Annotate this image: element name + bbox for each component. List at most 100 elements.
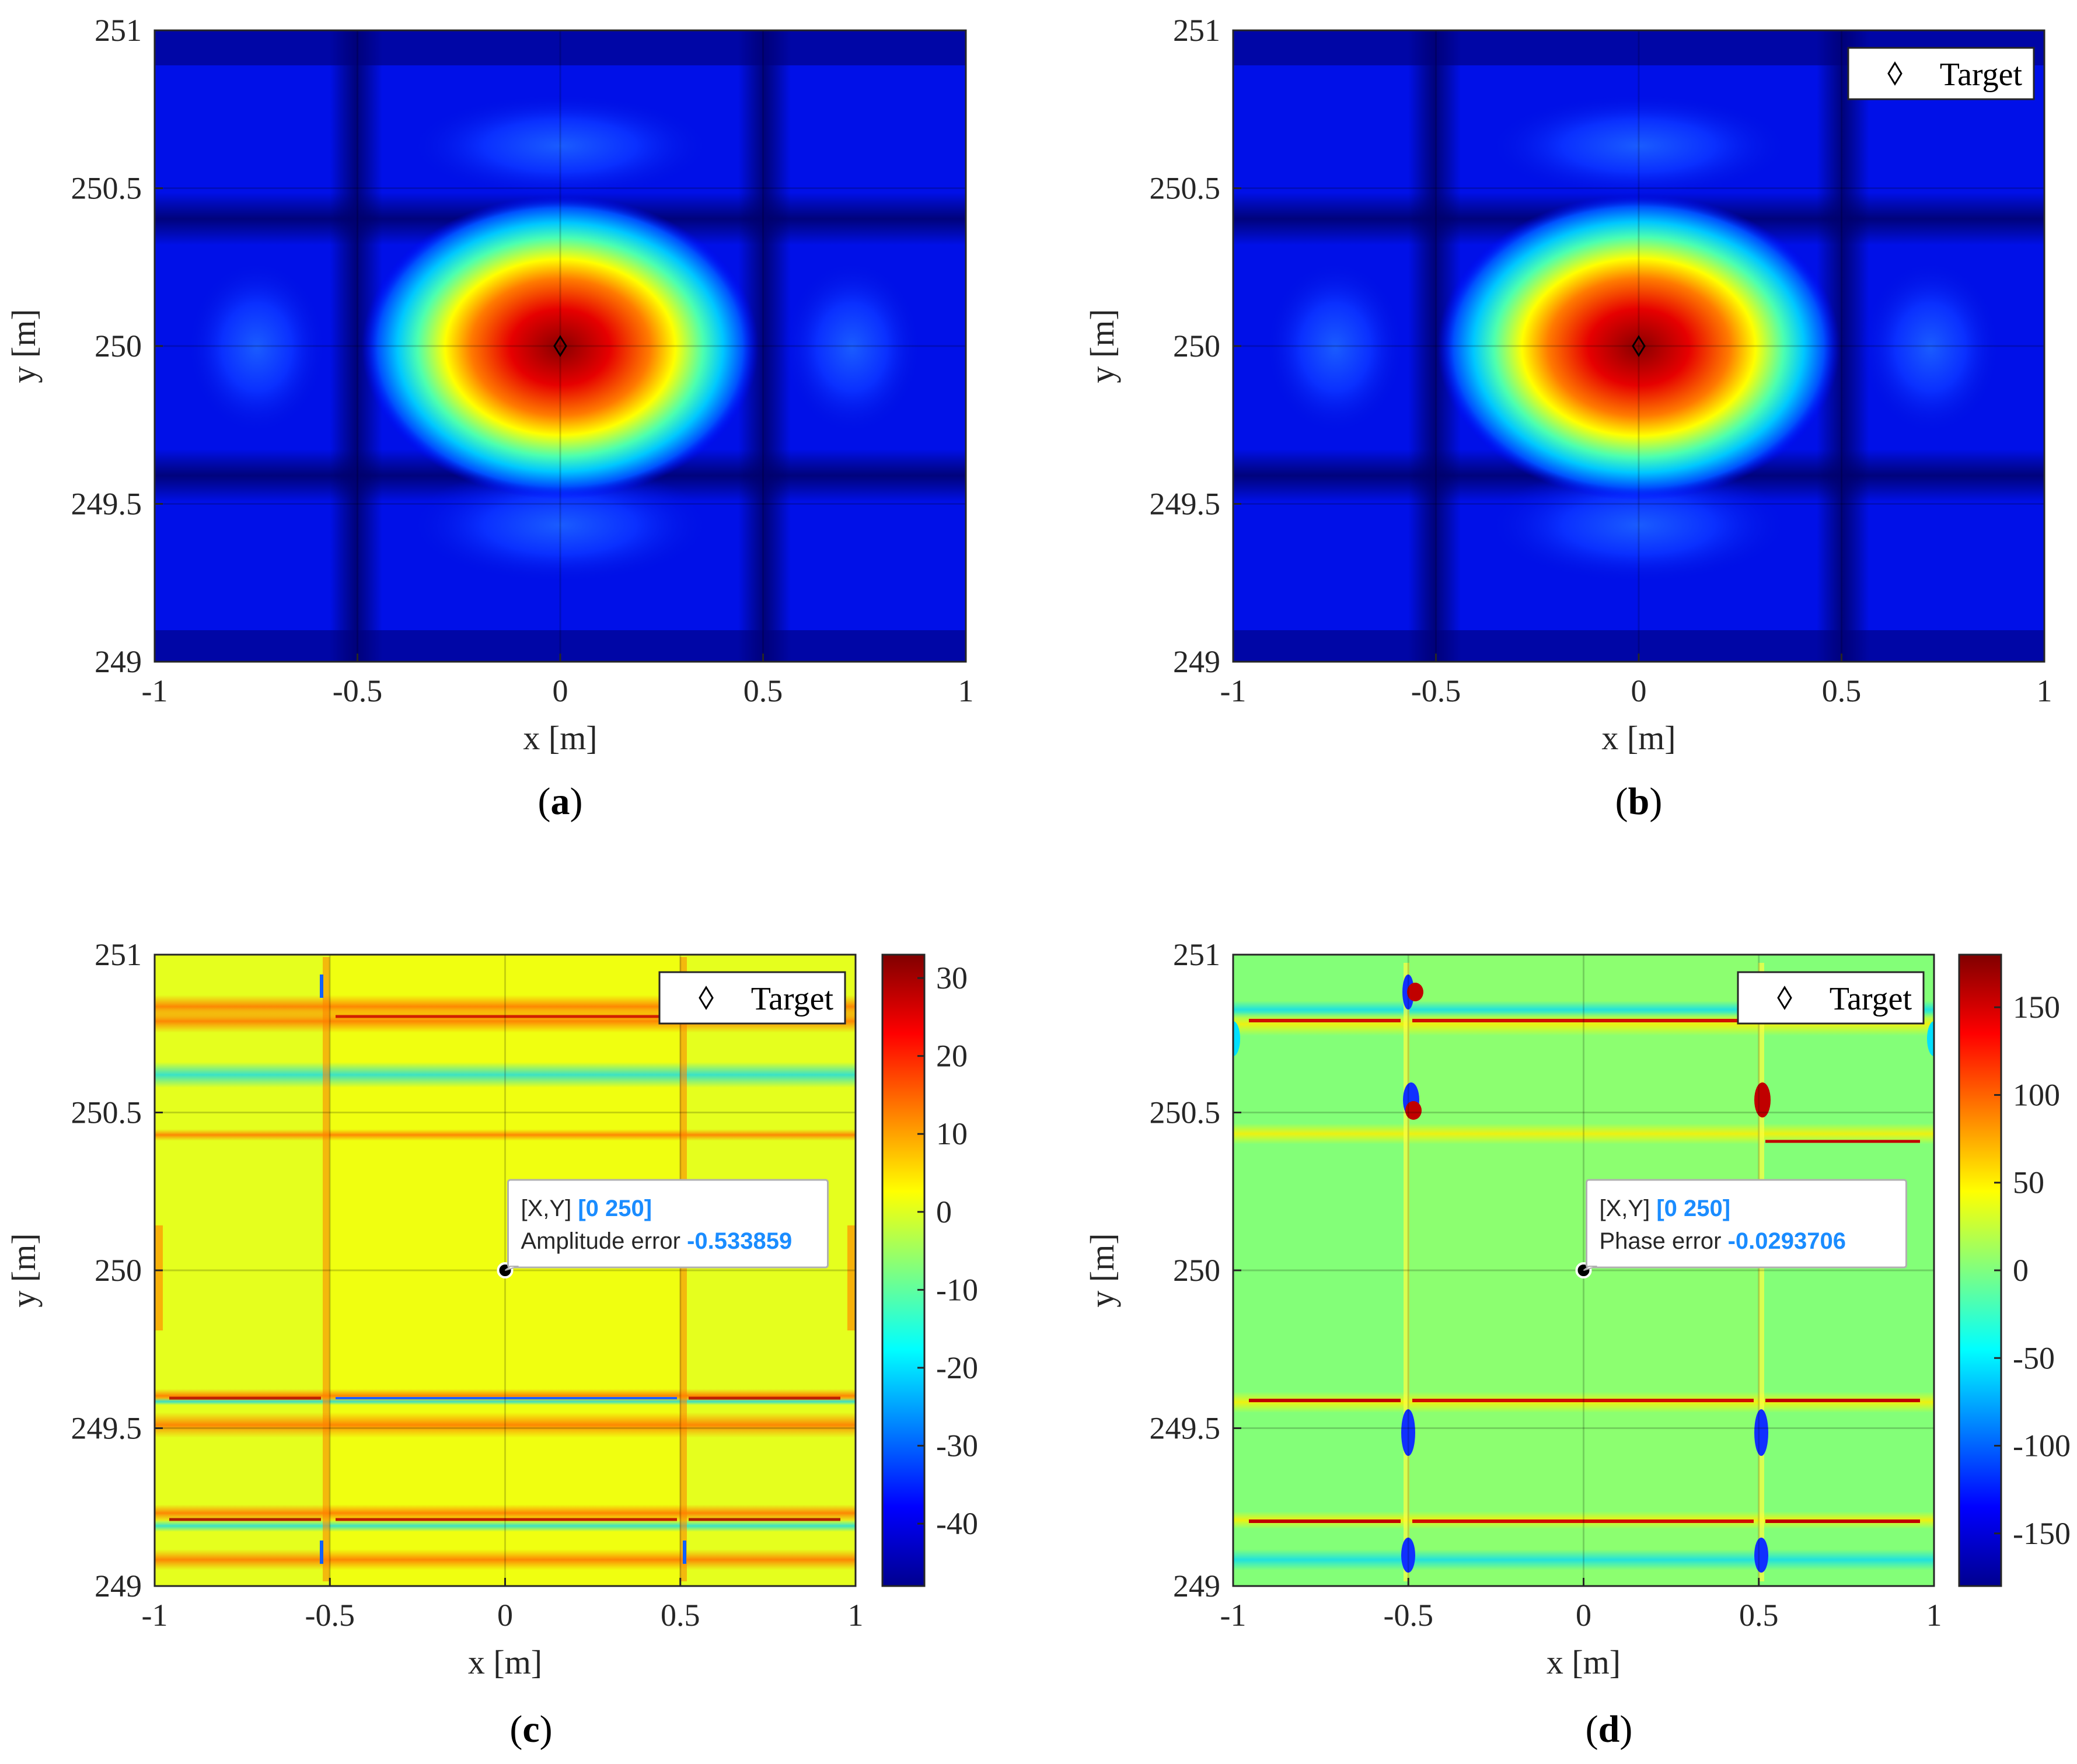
x-tick-label: -1 <box>142 673 168 708</box>
x-tick-label: 1 <box>1926 1598 1942 1633</box>
y-tick-label: 249 <box>95 644 142 679</box>
datatip-box <box>1586 1179 1907 1269</box>
heatmap-b <box>1233 30 2044 662</box>
axes-b: -1 -0.5 0 0.5 1 249 249.5 250 250.5 251 x [m] y [m]… <box>1083 13 2052 823</box>
x-axis-label: x [m] <box>1547 1643 1621 1681</box>
panel-d: -1 -0.5 0 0.5 1 249 249.5 250 250.5 251 x [m] y [m]… <box>1083 937 2071 1751</box>
panel-c: -1 -0.5 0 0.5 1 249 249.5 250 250.5 251 x [m] y [m]… <box>5 937 978 1751</box>
x-tick-label: 1 <box>958 673 974 708</box>
x-tick-label: 0 <box>553 673 568 708</box>
y-axis-label: y [m] <box>5 309 43 383</box>
panel-label: (a) <box>538 780 583 823</box>
legend-box <box>1847 47 2035 100</box>
x-tick-label: 0.5 <box>1739 1598 1779 1633</box>
y-tick-label: 251 <box>95 13 142 48</box>
y-tick-label: 249 <box>1173 644 1220 679</box>
panel-b: -1 -0.5 0 0.5 1 249 249.5 250 250.5 251 x [m] y [m]… <box>1083 13 2052 823</box>
colorbar-tick-label: -30 <box>936 1428 978 1463</box>
x-tick-label: 1 <box>848 1598 864 1633</box>
y-tick-label: 249.5 <box>71 1411 142 1446</box>
datatip-box <box>507 1179 829 1269</box>
y-axis-label: y [m] <box>1083 1233 1121 1307</box>
colorbar-tick-label: 0 <box>2013 1253 2029 1288</box>
colorbar-tick-label: 50 <box>2013 1165 2044 1200</box>
x-tick-label: -0.5 <box>1384 1598 1433 1633</box>
x-axis-label: x [m] <box>1601 719 1675 757</box>
x-tick-label: -0.5 <box>305 1598 355 1633</box>
legend-label: Target <box>1830 981 1912 1017</box>
datatip-value-row: Amplitude error -0.533859 <box>521 1228 793 1254</box>
target-marker <box>553 335 567 357</box>
legend-box <box>1737 971 1925 1025</box>
y-tick-label: 251 <box>1173 13 1220 48</box>
x-tick-label: -1 <box>142 1598 168 1633</box>
x-axis-label: x [m] <box>523 719 597 757</box>
legend-label: Target <box>1940 57 2023 93</box>
colorbar-tick-label: -50 <box>2013 1340 2055 1375</box>
legend-marker-icon <box>1887 61 1903 86</box>
x-tick-label: 0 <box>497 1598 513 1633</box>
panel-label: (d) <box>1586 1708 1633 1751</box>
x-tick-label: 0.5 <box>743 673 783 708</box>
datatip-xy-row: [X,Y] [0 250] <box>521 1196 652 1221</box>
datatip-pointer <box>1583 1266 1597 1271</box>
legend-marker-icon <box>1777 986 1792 1010</box>
colorbar-tick-label: -20 <box>936 1350 978 1385</box>
grid-c <box>155 955 856 1586</box>
colorbar: 150 100 50 0 -50 -100 -150 <box>1958 953 2071 1587</box>
x-tick-label: 0 <box>1576 1598 1591 1633</box>
legend-box <box>658 971 846 1025</box>
y-tick-label: 250.5 <box>71 171 142 206</box>
x-tick-label: -1 <box>1220 673 1247 708</box>
heatmap-d <box>1233 955 1934 1586</box>
y-axis-label: y [m] <box>5 1233 43 1307</box>
y-tick-label: 251 <box>95 937 142 972</box>
y-axis-label: y [m] <box>1083 309 1121 383</box>
panel-label: (c) <box>509 1708 552 1751</box>
colorbar-tick-label: 30 <box>936 960 968 995</box>
colorbar-tick-label: -10 <box>936 1272 978 1307</box>
y-tick-label: 249.5 <box>71 487 142 522</box>
y-tick-label: 249 <box>1173 1569 1220 1604</box>
heatmap-a <box>155 30 966 662</box>
x-tick-label: -1 <box>1220 1598 1247 1633</box>
x-tick-label: 0.5 <box>1822 673 1862 708</box>
colorbar-tick-label: -150 <box>2013 1516 2071 1551</box>
x-tick-label: 0.5 <box>661 1598 700 1633</box>
x-tick-label: 1 <box>2037 673 2052 708</box>
colorbar-gradient <box>881 953 926 1587</box>
panel-a: -1 -0.5 0 0.5 1 249 249.5 250 250.5 251 x [m] y [m]… <box>5 13 974 823</box>
x-tick-label: -0.5 <box>1411 673 1461 708</box>
axes-c: -1 -0.5 0 0.5 1 249 249.5 250 250.5 251 x [m] y [m]… <box>5 937 864 1751</box>
axes-a: -1 -0.5 0 0.5 1 249 249.5 250 250.5 251 x [m] y [m]… <box>5 13 974 823</box>
x-axis-label: x [m] <box>468 1643 542 1681</box>
datatip-xy-row: [X,Y] [0 250] <box>1600 1196 1731 1221</box>
y-tick-label: 250 <box>1173 1253 1220 1288</box>
colorbar-tick-label: 20 <box>936 1039 968 1074</box>
colorbar: 30 20 10 0 -10 -20 -30 -40 <box>881 953 978 1587</box>
y-tick-label: 250.5 <box>1150 171 1221 206</box>
y-tick-label: 250.5 <box>71 1095 142 1130</box>
x-tick-label: 0 <box>1631 673 1647 708</box>
heatmap-c <box>155 955 856 1586</box>
panel-label: (b) <box>1615 780 1663 823</box>
x-tick-label: -0.5 <box>333 673 382 708</box>
grid-b <box>1233 30 2044 662</box>
y-tick-label: 249.5 <box>1150 487 1221 522</box>
grid-a <box>155 30 966 662</box>
target-marker <box>1632 335 1646 357</box>
colorbar-tick-label: 10 <box>936 1116 968 1151</box>
y-tick-label: 250 <box>95 1253 142 1288</box>
colorbar-tick-label: 150 <box>2013 990 2060 1025</box>
colorbar-tick-label: -40 <box>936 1506 978 1541</box>
y-tick-label: 251 <box>1173 937 1220 972</box>
datatip-pointer <box>504 1266 519 1271</box>
legend-marker-icon <box>699 986 714 1010</box>
colorbar-tick-label: 0 <box>936 1194 952 1229</box>
colorbar-tick-label: 100 <box>2013 1077 2060 1112</box>
axes-d: -1 -0.5 0 0.5 1 249 249.5 250 250.5 251 x [m] y [m]… <box>1083 937 1942 1751</box>
legend-label: Target <box>751 981 834 1017</box>
y-tick-label: 250 <box>95 329 142 364</box>
y-tick-label: 250.5 <box>1150 1095 1221 1130</box>
